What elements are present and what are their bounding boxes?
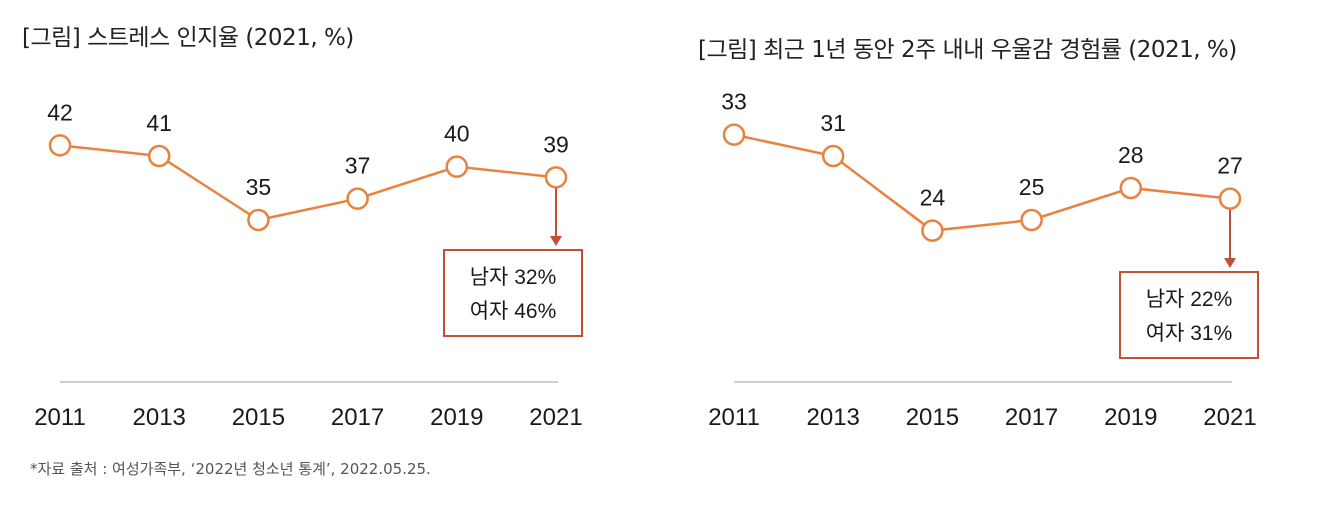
data-label: 40 bbox=[444, 121, 470, 147]
data-point bbox=[821, 144, 845, 168]
data-point bbox=[921, 219, 944, 242]
data-point bbox=[544, 166, 568, 189]
data-point bbox=[445, 155, 469, 178]
x-tick-label: 2011 bbox=[708, 404, 760, 431]
data-point bbox=[722, 123, 746, 146]
data-label: 33 bbox=[721, 89, 747, 115]
data-point bbox=[247, 208, 270, 232]
line-chart-depression: 33 2011 31 2013 24 2015 25 2017 28 2019 27 2021 남자 2… bbox=[708, 89, 1259, 431]
data-label: 27 bbox=[1217, 153, 1243, 179]
source-footnote: *자료 출처 : 여성가족부, ‘2022년 청소년 통계’, 2022.05.… bbox=[30, 460, 431, 478]
callout-male-text: 남자 32% bbox=[470, 266, 557, 289]
x-tick-label: 2011 bbox=[34, 404, 86, 431]
data-label: 41 bbox=[146, 110, 172, 136]
callout-box bbox=[1119, 271, 1259, 359]
x-tick-label: 2021 bbox=[1203, 404, 1256, 431]
data-label: 28 bbox=[1118, 142, 1144, 168]
data-label: 39 bbox=[543, 131, 569, 157]
x-tick-label: 2019 bbox=[1104, 404, 1157, 431]
x-tick-label: 2013 bbox=[133, 404, 186, 431]
data-point bbox=[48, 134, 72, 157]
data-point bbox=[1119, 176, 1143, 200]
chart-panel-stress: [그림] 스트레스 인지율 (2021, %) 42 2011 41 2013 35 20… bbox=[0, 0, 664, 460]
x-tick-label: 2021 bbox=[529, 404, 582, 431]
callout-male-text: 남자 22% bbox=[1146, 288, 1233, 311]
data-point bbox=[1020, 208, 1043, 232]
data-label: 35 bbox=[246, 174, 272, 200]
x-tick-label: 2017 bbox=[331, 404, 384, 431]
chart-title: [그림] 최근 1년 동안 2주 내내 우울감 경험률 (2021, %) bbox=[698, 37, 1237, 63]
callout-arrow-head bbox=[550, 236, 562, 246]
data-point bbox=[1218, 187, 1242, 210]
x-tick-label: 2015 bbox=[232, 404, 285, 431]
data-point bbox=[147, 144, 171, 168]
data-label: 25 bbox=[1019, 174, 1045, 200]
x-tick-label: 2015 bbox=[906, 404, 959, 431]
x-tick-label: 2019 bbox=[430, 404, 483, 431]
data-label: 31 bbox=[820, 110, 846, 136]
chart-panel-depression: [그림] 최근 1년 동안 2주 내내 우울감 경험률 (2021, %) 33… bbox=[664, 0, 1328, 460]
series-line bbox=[59, 144, 557, 222]
x-tick-label: 2013 bbox=[807, 404, 860, 431]
chart-title: [그림] 스트레스 인지율 (2021, %) bbox=[22, 25, 354, 51]
callout-box bbox=[443, 249, 583, 337]
series-line bbox=[733, 133, 1231, 232]
data-label: 42 bbox=[47, 99, 73, 125]
data-label: 24 bbox=[920, 185, 946, 211]
callout-female-text: 여자 31% bbox=[1146, 322, 1233, 345]
data-point bbox=[346, 187, 369, 210]
x-tick-label: 2017 bbox=[1005, 404, 1058, 431]
callout-arrow-head bbox=[1224, 258, 1236, 268]
line-chart-stress: 42 2011 41 2013 35 2015 37 2017 40 2019 39 2021 남자 3… bbox=[34, 99, 583, 431]
data-label: 37 bbox=[345, 153, 371, 179]
callout-female-text: 여자 46% bbox=[470, 300, 557, 323]
